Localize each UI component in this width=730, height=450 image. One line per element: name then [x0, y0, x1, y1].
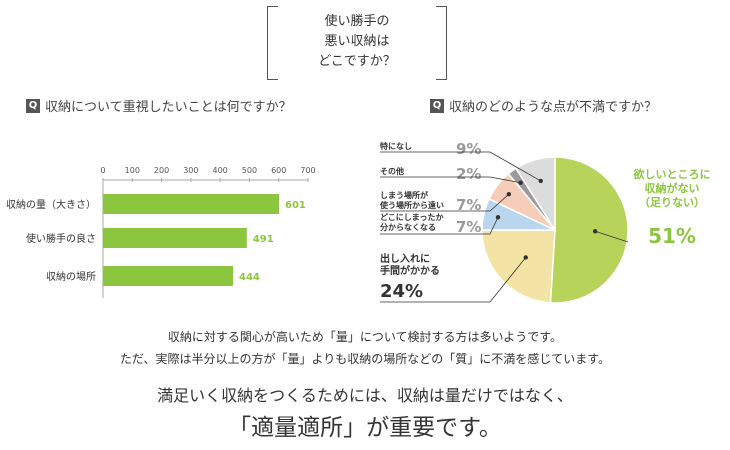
pie-label: （足りない） [639, 196, 705, 209]
title-line: 使い勝手の [324, 14, 390, 29]
leader-line [380, 217, 499, 235]
title-line: 悪い収納は [324, 34, 390, 49]
pie-label: 欲しいところに [633, 167, 711, 181]
question-mark-icon: Q [430, 98, 444, 113]
pie-label: 収納がない [645, 181, 700, 195]
leader-line [595, 230, 629, 243]
x-tick-label: 500 [242, 166, 257, 175]
question-right-text: 収納のどのような点が不満ですか？ [449, 100, 658, 115]
bar [103, 228, 247, 248]
page-title: 使い勝手の 悪い収納は どこですか？ [267, 12, 447, 72]
data-label: 601 [285, 200, 306, 211]
x-tick-label: 300 [183, 166, 198, 175]
pie-slice [549, 156, 629, 304]
bar [103, 194, 280, 214]
question-right: Q 収納のどのような点が不満ですか？ [430, 96, 657, 115]
leader-line [380, 151, 541, 182]
bar [103, 266, 234, 286]
conclusion-line-2: 「適量適所」が重要です。 [228, 415, 502, 441]
category-label: 収納の場所 [46, 270, 96, 283]
question-left: Q 収納について重視したいことは何ですか？ [26, 96, 292, 115]
question-left-text: 収納について重視したいことは何ですか？ [45, 100, 292, 115]
pie-percent-label: 7% [456, 218, 481, 236]
bar-chart: 0 100 200 300 400 500 600 700 収納の量（大きさ） 601 使い勝手の良… [6, 166, 316, 298]
leader-line [380, 176, 521, 184]
x-tick-label: 400 [213, 166, 228, 175]
title-box: 使い勝手の 悪い収納は どこですか？ [267, 6, 447, 80]
pie-label: どこにしまったか [380, 212, 443, 222]
pie-percent-label: 9% [456, 140, 481, 158]
pie-label: 分からなくなる [380, 222, 436, 232]
x-tick-label: 100 [125, 166, 140, 175]
title-line: どこですか？ [318, 54, 396, 69]
leader-dot [495, 215, 501, 220]
pie-label: 出し入れに [380, 252, 430, 265]
pie-label: しまう場所が [380, 190, 429, 200]
leader-line [380, 193, 510, 212]
pie-slice [514, 156, 556, 233]
category-label: 使い勝手の良さ [26, 232, 96, 245]
data-label: 491 [253, 234, 274, 245]
question-mark-icon: Q [26, 98, 40, 113]
pie-percent-label: 51% [648, 224, 696, 248]
summary-line: 収納に対する関心が高いため「量」について検討する方は多いようです。 [167, 330, 563, 344]
pie-label: 特になし [380, 141, 412, 151]
category-label: 収納の量（大きさ） [6, 198, 96, 211]
bracket-left [267, 6, 278, 80]
pie-label: 手間がかかる [380, 264, 440, 277]
leader-line [380, 257, 527, 303]
x-tick-label: 600 [271, 166, 286, 175]
bracket-right [436, 6, 447, 80]
data-label: 444 [239, 272, 260, 283]
x-tick-label: 700 [300, 166, 315, 175]
pie-percent-label: 7% [456, 196, 481, 214]
x-tick-label: 200 [154, 166, 169, 175]
summary-text: 収納に対する関心が高いため「量」について検討する方は多いようです。 ただ、実際は… [0, 326, 730, 370]
conclusion-line-1: 満足いく収納をつくるためには、収納は量だけではなく、 [157, 386, 573, 405]
pie-label: その他 [380, 166, 404, 176]
pie-percent-label: 2% [456, 165, 481, 183]
x-tick-label: 0 [100, 166, 105, 175]
pie-label: 使う場所から遠い [379, 200, 444, 210]
pie-percent-label: 24% [380, 281, 423, 302]
summary-line: ただ、実際は半分以上の方が「量」よりも収納の場所などの「質」に不満を感じています… [119, 352, 611, 366]
